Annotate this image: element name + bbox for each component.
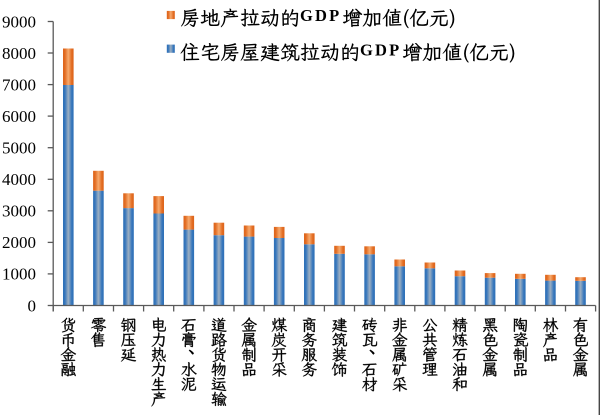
svg-text:1000: 1000 <box>2 265 36 284</box>
svg-text:2000: 2000 <box>2 233 36 252</box>
svg-text:0: 0 <box>28 296 37 315</box>
svg-text:GDP: GDP <box>360 40 401 59</box>
svg-text:5000: 5000 <box>2 139 36 158</box>
svg-text:4000: 4000 <box>2 170 36 189</box>
svg-text:7000: 7000 <box>2 75 36 94</box>
svg-text:GDP: GDP <box>300 6 341 25</box>
svg-text:3000: 3000 <box>2 202 36 221</box>
svg-text:8000: 8000 <box>2 44 36 63</box>
svg-text:9000: 9000 <box>2 12 36 31</box>
svg-text:6000: 6000 <box>2 107 36 126</box>
